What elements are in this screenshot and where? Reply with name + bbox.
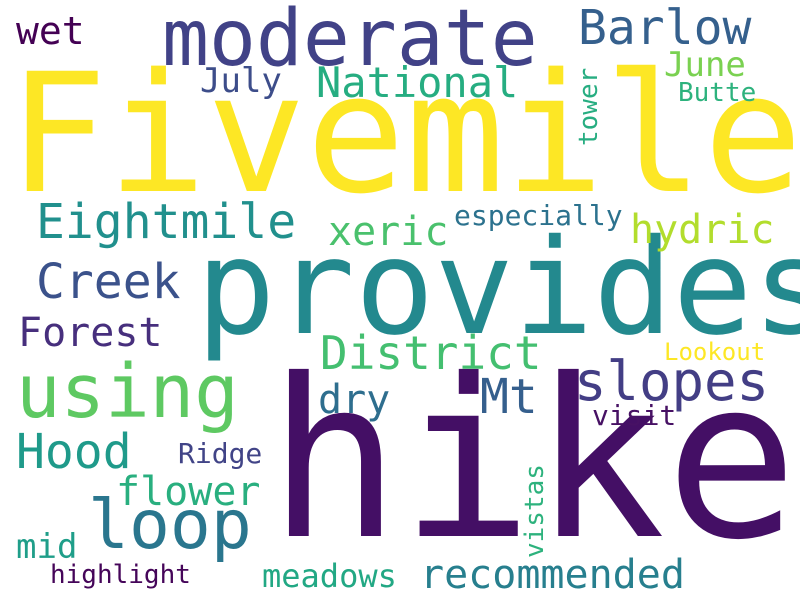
word-slopes: slopes xyxy=(574,350,770,413)
word-tower: tower xyxy=(574,67,604,146)
word-loop: loop xyxy=(88,486,252,565)
word-vistas: vistas xyxy=(520,464,550,558)
word-recommended: recommended xyxy=(420,552,685,598)
word-wet: wet xyxy=(16,9,85,53)
word-dry: dry xyxy=(318,377,391,423)
word-meadows: meadows xyxy=(262,557,397,595)
word-highlight: highlight xyxy=(50,560,191,590)
word-hike: hike xyxy=(268,332,798,588)
word-butte: Butte xyxy=(678,78,757,108)
word-creek: Creek xyxy=(36,254,181,310)
word-mt: Mt xyxy=(480,369,538,425)
word-visit: visit xyxy=(592,399,677,432)
word-especially: especially xyxy=(454,199,623,232)
word-provides: provides xyxy=(196,211,800,365)
word-ridge: Ridge xyxy=(178,437,263,470)
word-mid: mid xyxy=(16,527,78,567)
word-fivemile: Fivemile xyxy=(8,38,800,230)
word-barlow: Barlow xyxy=(578,0,752,56)
word-national: National xyxy=(316,58,519,107)
word-district: District xyxy=(320,326,542,380)
word-hood: Hood xyxy=(16,424,132,480)
word-july: July xyxy=(200,61,282,101)
word-moderate: moderate xyxy=(162,0,538,84)
word-lookout: Lookout xyxy=(664,338,766,366)
word-hydric: hydric xyxy=(630,207,775,253)
word-june: June xyxy=(664,45,746,85)
word-using: using xyxy=(16,349,239,435)
word-flower: flower xyxy=(116,469,261,515)
word-eightmile: Eightmile xyxy=(36,194,297,250)
word-forest: Forest xyxy=(18,310,163,356)
word-xeric: xeric xyxy=(328,209,449,255)
